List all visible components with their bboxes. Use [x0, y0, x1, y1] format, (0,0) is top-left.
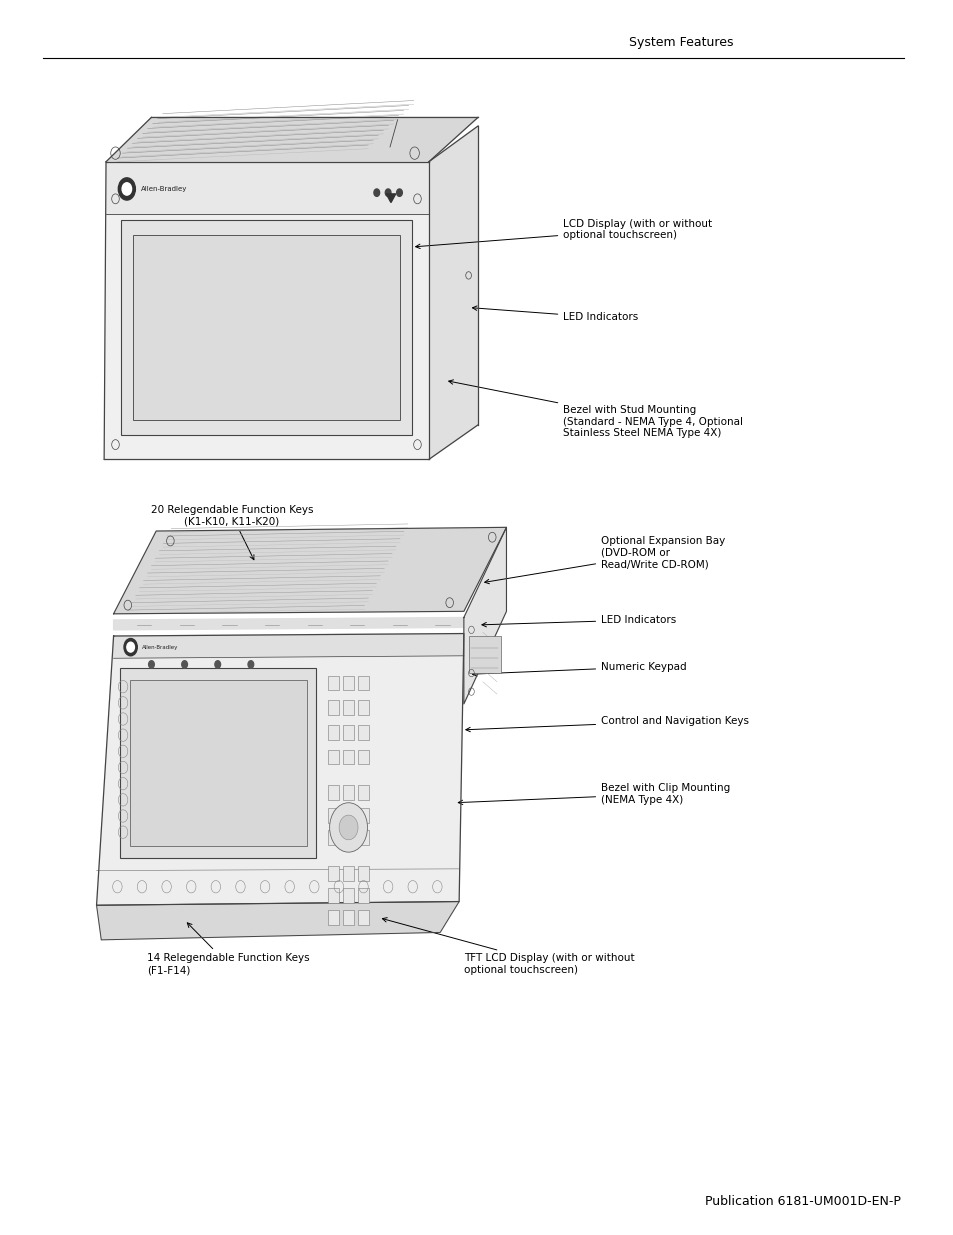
Circle shape — [385, 189, 391, 196]
Circle shape — [248, 661, 253, 668]
Text: TFT LCD Display (with or without
optional touchscreen): TFT LCD Display (with or without optiona… — [382, 918, 634, 974]
Bar — [120, 668, 316, 858]
Bar — [357, 725, 369, 740]
Bar — [357, 676, 369, 690]
Polygon shape — [106, 162, 429, 214]
Polygon shape — [106, 117, 477, 162]
Polygon shape — [463, 527, 506, 704]
Circle shape — [396, 189, 402, 196]
Text: Allen-Bradley: Allen-Bradley — [142, 645, 178, 650]
Polygon shape — [386, 194, 395, 203]
Text: LED Indicators: LED Indicators — [481, 615, 676, 627]
Bar — [130, 680, 307, 846]
Bar — [357, 700, 369, 715]
Bar — [357, 866, 369, 881]
Bar — [328, 910, 338, 925]
Polygon shape — [96, 634, 463, 905]
Circle shape — [338, 815, 357, 840]
Circle shape — [127, 642, 134, 652]
Bar — [342, 866, 354, 881]
Bar — [328, 700, 338, 715]
Text: Bezel with Clip Mounting
(NEMA Type 4X): Bezel with Clip Mounting (NEMA Type 4X) — [457, 783, 730, 805]
Bar — [342, 750, 354, 764]
Polygon shape — [429, 126, 477, 459]
Text: Bezel with Stud Mounting
(Standard - NEMA Type 4, Optional
Stainless Steel NEMA : Bezel with Stud Mounting (Standard - NEM… — [448, 380, 742, 438]
Bar — [328, 750, 338, 764]
Bar — [357, 750, 369, 764]
Circle shape — [118, 178, 135, 200]
Bar — [342, 830, 354, 845]
Bar — [342, 910, 354, 925]
Circle shape — [374, 189, 379, 196]
Bar — [342, 888, 354, 903]
Bar — [342, 808, 354, 823]
Bar — [357, 830, 369, 845]
Bar — [342, 785, 354, 800]
Text: Control and Navigation Keys: Control and Navigation Keys — [465, 716, 748, 732]
Polygon shape — [104, 162, 429, 459]
Text: 20 Relegendable Function Keys
(K1-K10, K11-K20): 20 Relegendable Function Keys (K1-K10, K… — [151, 505, 313, 559]
Circle shape — [182, 661, 187, 668]
Polygon shape — [96, 902, 458, 940]
Bar — [328, 676, 338, 690]
Bar — [342, 700, 354, 715]
Bar — [357, 888, 369, 903]
Text: Allen-Bradley: Allen-Bradley — [141, 186, 187, 191]
Text: Publication 6181-UM001D-EN-P: Publication 6181-UM001D-EN-P — [704, 1194, 901, 1208]
Bar — [132, 235, 400, 420]
Circle shape — [214, 661, 220, 668]
Bar — [328, 785, 338, 800]
Bar — [357, 785, 369, 800]
Bar — [328, 725, 338, 740]
Text: 14 Relegendable Function Keys
(F1-F14): 14 Relegendable Function Keys (F1-F14) — [147, 923, 309, 974]
Circle shape — [124, 638, 137, 656]
Bar — [357, 910, 369, 925]
Text: Optional Expansion Bay
(DVD-ROM or
Read/Write CD-ROM): Optional Expansion Bay (DVD-ROM or Read/… — [484, 536, 724, 584]
Bar — [328, 808, 338, 823]
Bar — [342, 676, 354, 690]
Circle shape — [149, 661, 154, 668]
Bar — [328, 888, 338, 903]
Bar — [328, 830, 338, 845]
Text: Numeric Keypad: Numeric Keypad — [472, 662, 686, 677]
Polygon shape — [113, 527, 506, 614]
Circle shape — [330, 803, 367, 852]
Polygon shape — [113, 618, 463, 630]
Bar — [468, 636, 500, 673]
Bar — [121, 220, 412, 435]
Polygon shape — [113, 634, 463, 658]
Text: LCD Display (with or without
optional touchscreen): LCD Display (with or without optional to… — [416, 219, 712, 248]
Text: LED Indicators: LED Indicators — [472, 306, 638, 322]
Text: System Features: System Features — [629, 36, 733, 49]
Bar — [328, 866, 338, 881]
Bar — [357, 808, 369, 823]
Bar — [342, 725, 354, 740]
Circle shape — [122, 183, 132, 195]
